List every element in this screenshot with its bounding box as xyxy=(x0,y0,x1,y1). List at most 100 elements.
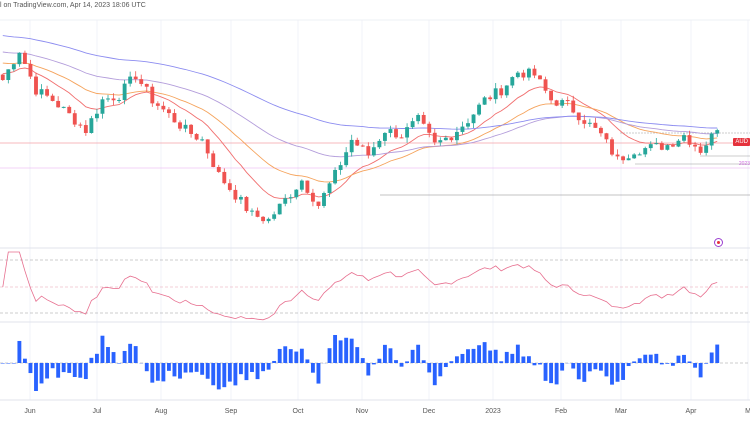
candle-body xyxy=(687,135,692,145)
candle-body xyxy=(22,52,27,64)
candle-body xyxy=(709,133,714,146)
histogram-bar xyxy=(488,350,493,363)
x-tick-label: Jul xyxy=(93,408,102,415)
histogram-bar xyxy=(360,358,365,363)
histogram-bar xyxy=(244,363,249,381)
x-tick-label: 2023 xyxy=(485,408,501,415)
candle-body xyxy=(416,114,421,122)
histogram-bar xyxy=(493,349,498,363)
candle-body xyxy=(421,114,426,124)
candle-body xyxy=(615,154,620,157)
candle-body xyxy=(377,140,382,148)
histogram-bar xyxy=(50,363,55,369)
moving-average-line xyxy=(2,35,718,130)
candle-body xyxy=(355,139,360,146)
histogram-bar xyxy=(482,342,487,363)
histogram-bar xyxy=(266,363,271,370)
histogram-bar xyxy=(377,358,382,363)
candle-body xyxy=(0,74,5,81)
candle-body xyxy=(333,169,338,184)
x-tick-label: Feb xyxy=(555,408,567,415)
alert-icon[interactable] xyxy=(714,238,723,247)
histogram-bar xyxy=(388,348,393,363)
histogram-bar xyxy=(504,351,509,363)
candle-body xyxy=(715,130,720,134)
histogram-bar xyxy=(621,363,626,380)
candle-body xyxy=(266,218,271,222)
histogram-bar xyxy=(432,363,437,386)
histogram-bar xyxy=(11,363,16,364)
candle-body xyxy=(526,68,531,78)
x-tick-label: Mar xyxy=(615,408,628,415)
x-tick-label: Aug xyxy=(155,408,168,415)
candle-body xyxy=(67,106,72,114)
candle-body xyxy=(521,72,526,78)
histogram-bar xyxy=(72,363,77,378)
histogram-bar xyxy=(200,363,205,375)
candle-body xyxy=(161,105,166,110)
candle-body xyxy=(305,180,310,193)
histogram-bar xyxy=(366,363,371,376)
candle-body xyxy=(61,106,66,108)
histogram-bar xyxy=(582,363,587,382)
histogram-bar xyxy=(155,363,160,381)
histogram-bar xyxy=(510,353,515,363)
histogram-bar xyxy=(94,353,99,363)
histogram-bar xyxy=(338,340,343,363)
histogram-bar xyxy=(78,363,83,378)
candle-body xyxy=(488,97,493,100)
candle-body xyxy=(238,196,243,200)
histogram-bar xyxy=(0,363,5,364)
candle-body xyxy=(598,127,603,134)
candle-body xyxy=(155,103,160,106)
histogram-bar xyxy=(89,357,94,363)
histogram-bar xyxy=(344,337,349,363)
histogram-bar xyxy=(471,348,476,363)
histogram-bar xyxy=(166,363,171,371)
histogram-bar xyxy=(227,363,232,382)
histogram-bar xyxy=(333,335,338,363)
candle-body xyxy=(189,124,194,134)
candle-body xyxy=(388,129,393,133)
candle-body xyxy=(576,112,581,121)
candle-body xyxy=(283,198,288,204)
candle-body xyxy=(676,140,681,147)
candle-body xyxy=(327,183,332,194)
candle-body xyxy=(100,99,105,114)
candle-body xyxy=(250,210,254,212)
histogram-bar xyxy=(443,363,448,368)
candle-body xyxy=(632,154,637,159)
histogram-bar xyxy=(22,358,27,363)
histogram-bar xyxy=(56,363,61,378)
candle-body xyxy=(50,95,55,101)
candle-body xyxy=(610,139,614,155)
histogram-bar xyxy=(222,363,227,388)
histogram-bar xyxy=(438,363,443,377)
histogram-bar xyxy=(543,363,548,381)
histogram-bar xyxy=(355,347,360,363)
x-tick-label: M xyxy=(745,408,750,415)
candle-body xyxy=(670,145,675,147)
histogram-bar xyxy=(593,363,598,370)
histogram-bar xyxy=(106,347,110,363)
histogram-bar xyxy=(587,363,592,372)
histogram-bar xyxy=(615,363,620,382)
candle-body xyxy=(604,133,609,140)
candle-body xyxy=(6,69,11,81)
candle-body xyxy=(194,133,199,140)
histogram-bar xyxy=(610,363,614,385)
histogram-bar xyxy=(427,363,432,373)
candle-body xyxy=(227,183,232,190)
candle-body xyxy=(183,124,188,129)
candle-body xyxy=(382,132,387,141)
candle-body xyxy=(172,113,177,123)
histogram-bar xyxy=(538,363,542,365)
candle-body xyxy=(410,121,415,128)
candle-body xyxy=(704,145,709,153)
candle-body xyxy=(493,88,498,100)
histogram-bar xyxy=(117,363,122,364)
candle-body xyxy=(504,85,509,96)
rsi-line xyxy=(2,251,718,321)
histogram-bar xyxy=(676,355,681,363)
